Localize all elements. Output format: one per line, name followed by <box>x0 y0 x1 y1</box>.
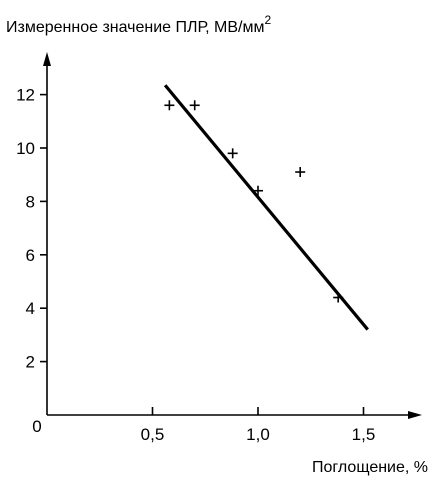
x-axis-title: Поглощение, % <box>312 459 428 476</box>
x-axis-arrow <box>408 411 422 419</box>
trend-line-group <box>163 84 369 331</box>
y-axis-title-text: Измеренное значение ПЛР, МВ/мм <box>6 19 265 36</box>
y-tick-label: 12 <box>16 86 35 105</box>
origin-label: 0 <box>32 417 41 436</box>
y-axis-arrow <box>43 52 51 66</box>
x-tick-label: 1,0 <box>246 425 270 444</box>
y-tick-label: 6 <box>26 246 35 265</box>
data-point-marker <box>189 100 200 111</box>
y-tick-label: 2 <box>26 353 35 372</box>
y-ticks: 2 4 6 8 10 12 <box>16 86 47 372</box>
x-tick-label: 0,5 <box>141 425 165 444</box>
y-tick-label: 4 <box>26 299 35 318</box>
data-points <box>164 100 344 303</box>
y-axis-title-superscript: 2 <box>265 13 272 27</box>
x-tick-label: 1,5 <box>352 425 376 444</box>
data-point-marker <box>227 148 238 159</box>
data-point-marker <box>333 292 344 303</box>
y-axis-title: Измеренное значение ПЛР, МВ/мм2 <box>6 13 272 36</box>
y-tick-label: 10 <box>16 139 35 158</box>
y-tick-label: 8 <box>26 192 35 211</box>
x-ticks: 0,5 1,0 1,5 <box>141 407 376 444</box>
data-point-marker <box>164 100 175 111</box>
trend-line <box>163 84 369 331</box>
data-point-marker <box>253 185 263 196</box>
data-point-marker <box>295 167 306 178</box>
